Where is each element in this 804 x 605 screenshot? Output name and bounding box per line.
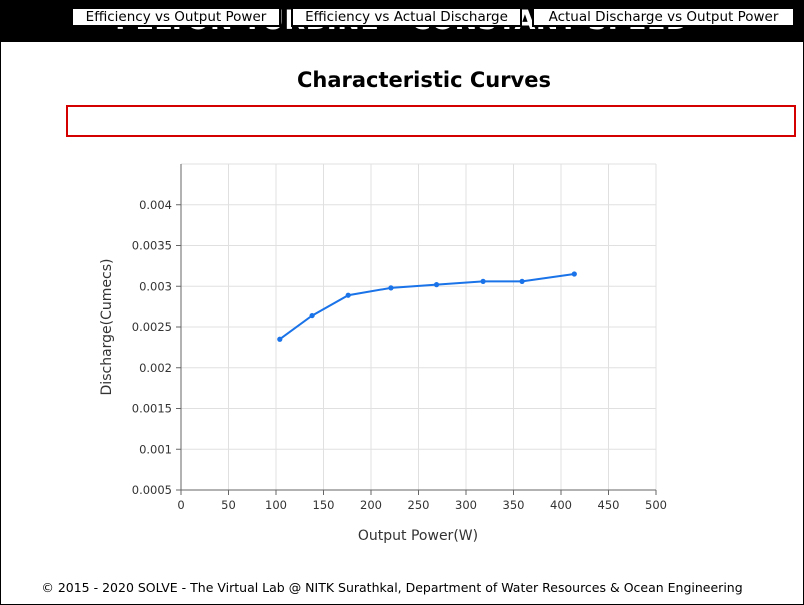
tab-efficiency-vs-output-power[interactable]: Efficiency vs Output Power <box>71 7 281 27</box>
data-point <box>388 285 394 291</box>
y-axis-label: Discharge(Cumecs) <box>99 259 115 396</box>
x-tick-label: 150 <box>313 498 335 512</box>
y-tick-label: 0.0005 <box>132 483 172 497</box>
x-tick-label: 100 <box>265 498 287 512</box>
discharge-vs-power-chart: 0 50 100 150 200 250 300 350 400 450 500 0.0005 0.00… <box>99 163 667 544</box>
y-tick-label: 0.001 <box>139 442 172 456</box>
data-point <box>480 278 486 284</box>
data-point <box>309 312 315 319</box>
x-tick-label: 500 <box>645 498 667 512</box>
x-tick-label: 200 <box>360 498 382 512</box>
footer-copyright: © 2015 - 2020 SOLVE - The Virtual Lab @ … <box>41 580 743 595</box>
series-line <box>279 273 575 341</box>
x-tick-label: 0 <box>177 498 184 512</box>
data-point <box>345 292 351 298</box>
y-tick-label: 0.002 <box>139 361 172 375</box>
section-title: Characteristic Curves <box>297 68 551 92</box>
chart-series <box>277 271 577 342</box>
y-tick-label: 0.0015 <box>132 402 172 416</box>
x-tick-label: 350 <box>503 498 525 512</box>
x-axis-label: Output Power(W) <box>358 528 478 544</box>
y-tick-label: 0.003 <box>139 279 172 293</box>
x-tick-label: 450 <box>598 498 620 512</box>
data-point <box>571 271 577 277</box>
tab-actual-discharge-vs-output-power[interactable]: Actual Discharge vs Output Power <box>532 7 795 27</box>
data-point <box>519 278 525 284</box>
chart-tab-group <box>66 105 796 137</box>
x-tick-label: 50 <box>221 498 236 512</box>
chart-grid <box>181 163 657 490</box>
y-tick-label: 0.0025 <box>132 320 172 334</box>
y-tick-label: 0.004 <box>139 198 172 212</box>
y-tick-label: 0.0035 <box>132 239 172 253</box>
x-tick-label: 400 <box>550 498 572 512</box>
chart-tick-labels: 0 50 100 150 200 250 300 350 400 450 500 0.0005 0.00… <box>132 198 667 512</box>
x-tick-label: 250 <box>408 498 430 512</box>
data-point <box>433 282 440 288</box>
x-tick-label: 300 <box>455 498 477 512</box>
chart-axes <box>176 164 657 495</box>
tab-efficiency-vs-actual-discharge[interactable]: Efficiency vs Actual Discharge <box>291 7 522 27</box>
data-point <box>277 336 283 342</box>
